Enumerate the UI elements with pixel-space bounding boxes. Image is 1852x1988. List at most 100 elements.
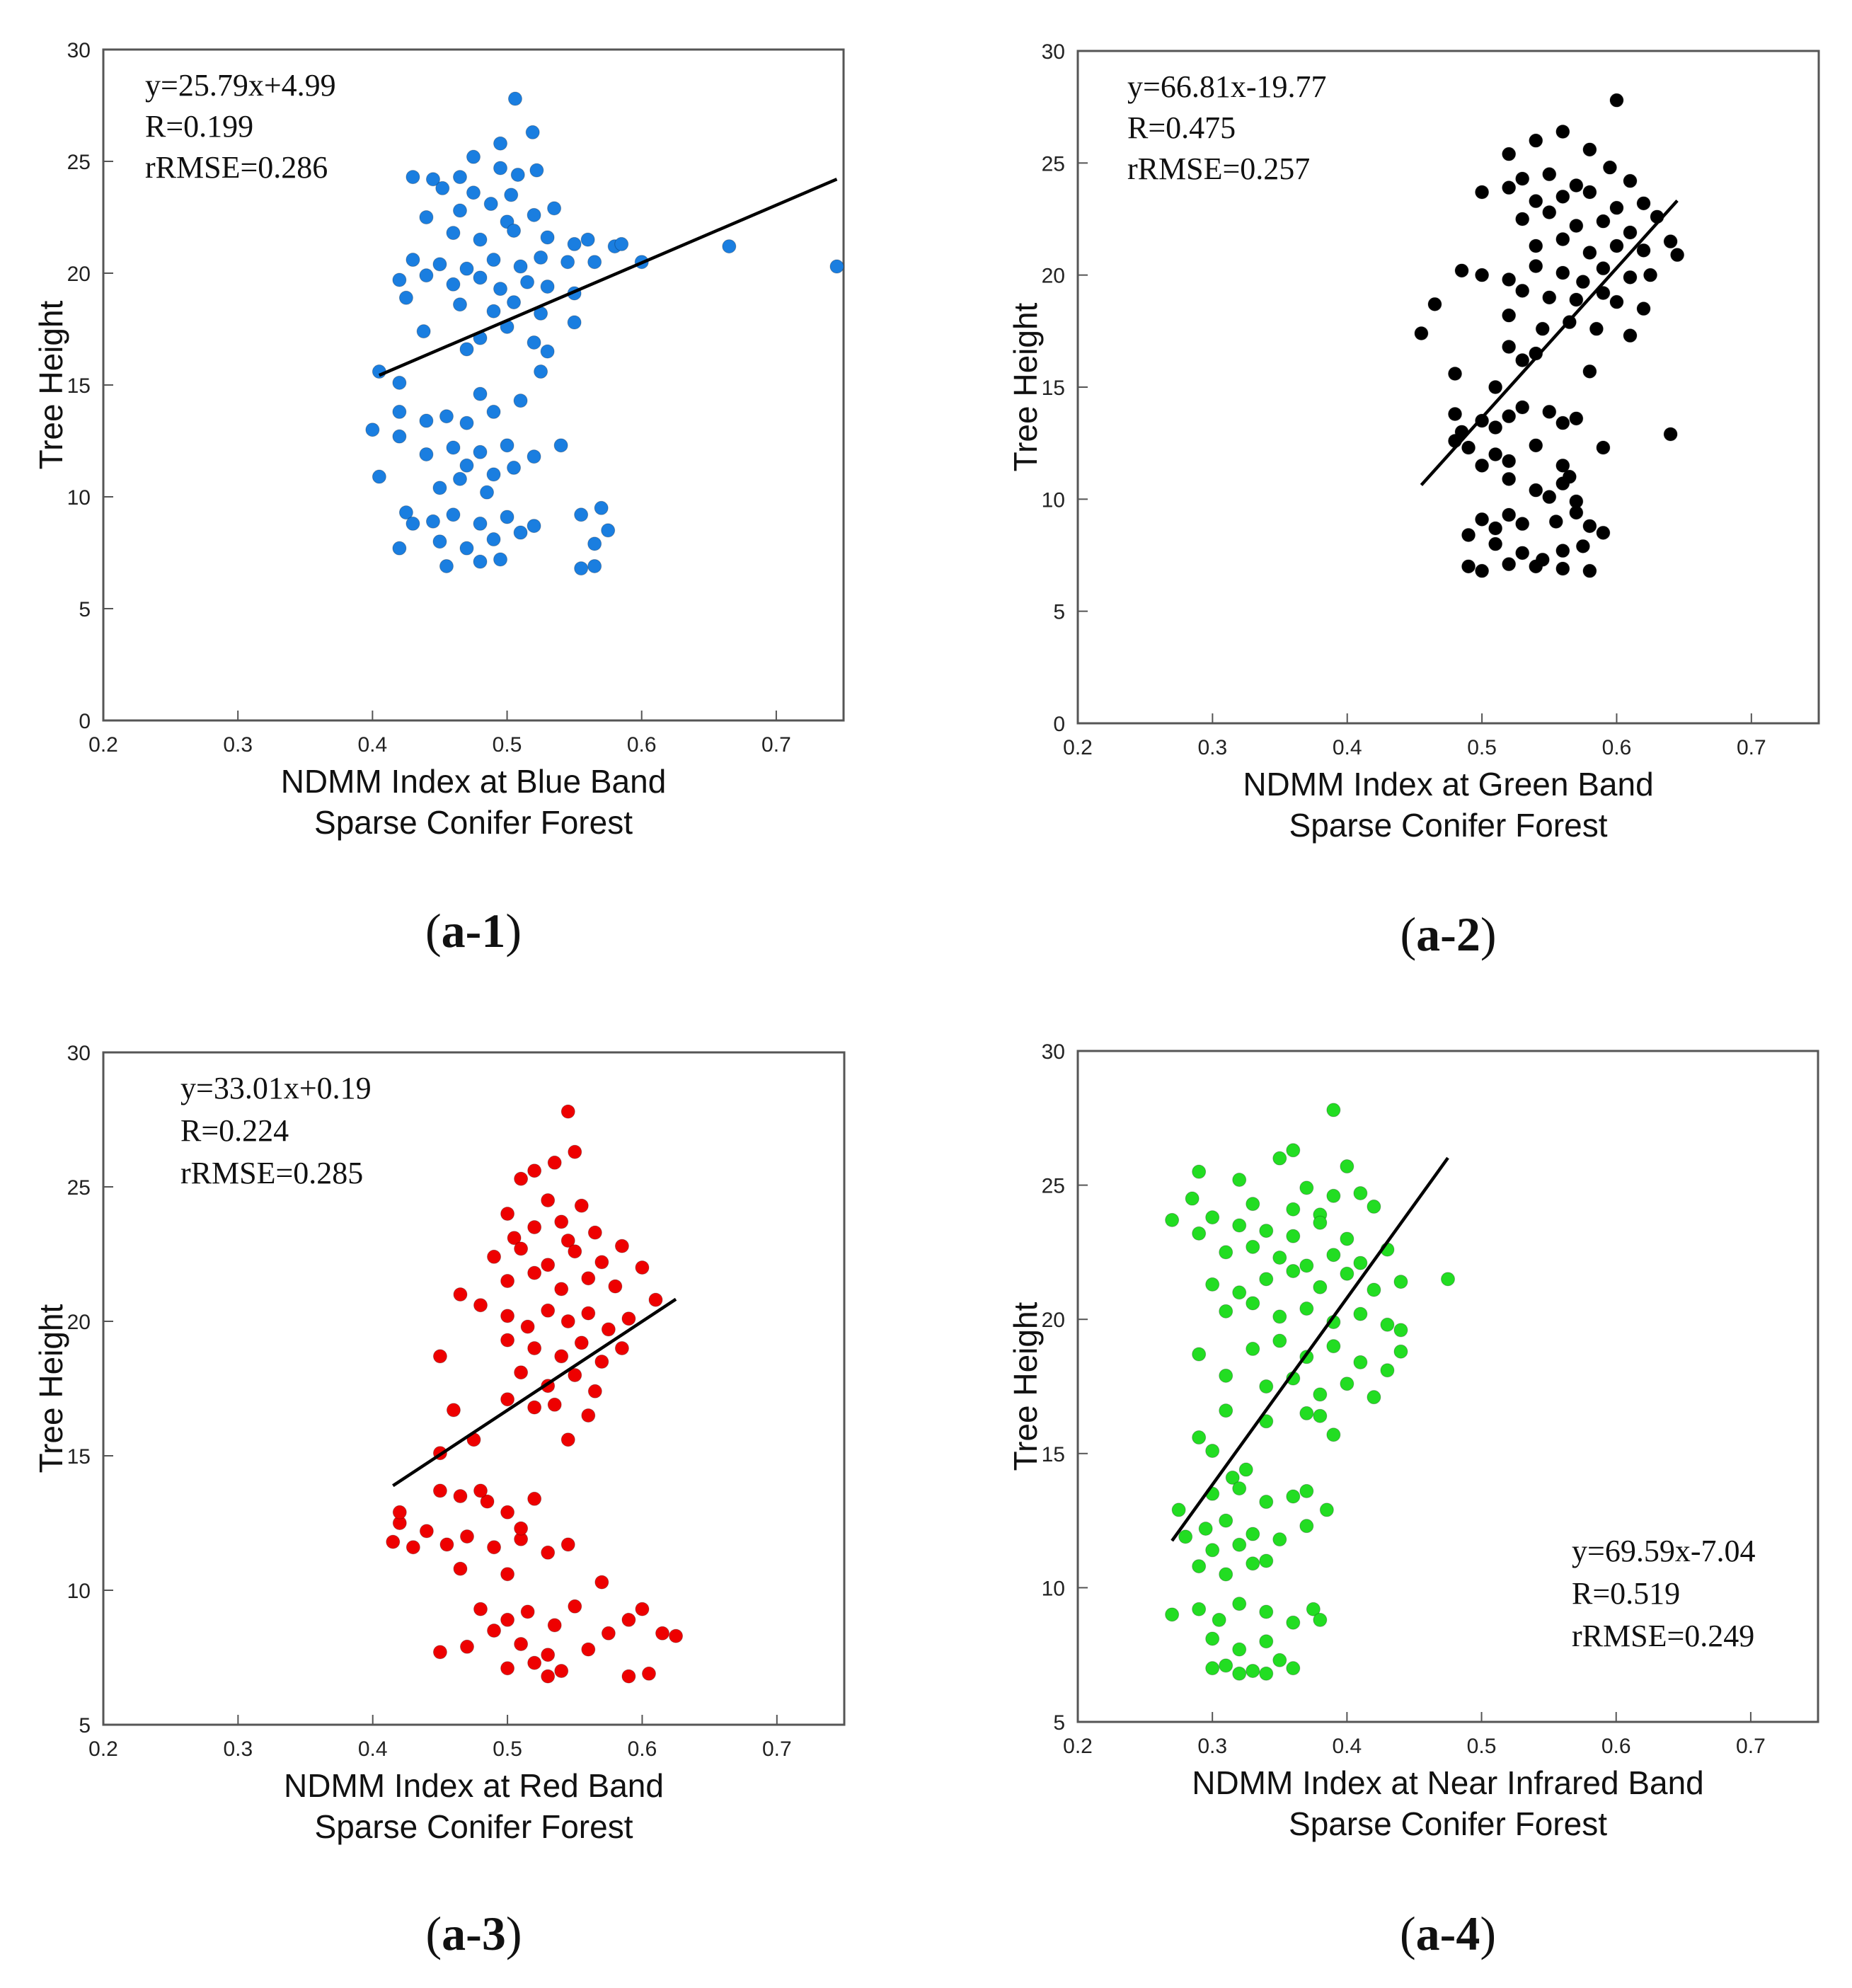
data-point xyxy=(510,167,525,182)
y-axis-label: Tree Height xyxy=(1007,302,1044,471)
regression-annotation: y=25.79x+4.99 xyxy=(145,68,336,103)
data-point xyxy=(514,1171,529,1186)
data-point xyxy=(669,1628,684,1643)
x-tick-label: 0.3 xyxy=(1197,1735,1227,1758)
x-axis-sublabel: Sparse Conifer Forest xyxy=(1289,1805,1607,1842)
data-point xyxy=(1192,1602,1207,1616)
y-tick-label: 30 xyxy=(67,1042,91,1065)
data-point xyxy=(459,458,474,473)
data-point xyxy=(1502,308,1517,323)
data-point xyxy=(621,1612,636,1627)
data-point xyxy=(540,344,555,359)
data-point xyxy=(580,232,595,247)
data-point xyxy=(1663,427,1678,442)
data-point xyxy=(432,1349,447,1364)
data-point xyxy=(452,297,467,312)
data-point xyxy=(500,1207,515,1221)
data-point xyxy=(1502,454,1517,469)
regression-annotation: rRMSE=0.249 xyxy=(1572,1619,1754,1653)
data-point xyxy=(1569,219,1584,233)
data-point xyxy=(507,223,522,238)
data-point xyxy=(1165,1212,1180,1227)
data-point xyxy=(1232,1173,1247,1188)
data-point xyxy=(1555,544,1570,558)
data-point xyxy=(1529,239,1543,253)
data-point xyxy=(601,1322,616,1337)
y-tick-label: 20 xyxy=(67,1311,91,1334)
data-point xyxy=(514,1241,529,1256)
data-point xyxy=(419,210,434,224)
data-point xyxy=(1609,294,1624,309)
data-point xyxy=(1515,517,1530,532)
data-point xyxy=(1515,283,1530,298)
data-point xyxy=(594,1255,609,1270)
data-point xyxy=(547,1618,562,1633)
data-point xyxy=(1272,1309,1287,1324)
data-point xyxy=(520,1604,535,1619)
data-point xyxy=(1326,1248,1341,1263)
data-point xyxy=(1313,1387,1328,1402)
data-point xyxy=(493,161,508,176)
data-point xyxy=(1596,440,1611,455)
data-point xyxy=(581,1408,596,1423)
data-point xyxy=(514,1521,529,1536)
data-point xyxy=(540,230,555,245)
data-point xyxy=(500,1274,515,1288)
regression-line xyxy=(378,178,838,377)
regression-annotation: rRMSE=0.285 xyxy=(180,1156,363,1190)
data-point xyxy=(1246,1341,1260,1356)
data-point xyxy=(487,1249,502,1264)
data-point xyxy=(459,1639,474,1654)
data-point xyxy=(1232,1666,1247,1681)
y-tick-label: 25 xyxy=(1042,1175,1065,1198)
y-axis-label: Tree Height xyxy=(1007,1302,1044,1471)
data-point xyxy=(1488,521,1503,536)
data-point xyxy=(406,170,420,185)
data-point xyxy=(1542,290,1557,305)
regression-annotation: R=0.475 xyxy=(1127,110,1236,145)
data-point xyxy=(1602,160,1617,175)
data-point xyxy=(504,188,519,202)
data-point xyxy=(1670,248,1685,263)
data-point xyxy=(1515,353,1530,367)
data-point xyxy=(432,1483,447,1498)
data-point xyxy=(527,1164,542,1178)
data-point xyxy=(567,236,582,251)
data-point xyxy=(1502,340,1517,354)
data-point xyxy=(432,534,447,549)
data-point xyxy=(527,1655,542,1670)
y-tick-label: 20 xyxy=(1042,1309,1065,1332)
data-point xyxy=(1286,1143,1301,1158)
y-tick-label: 0 xyxy=(79,710,91,733)
data-point xyxy=(1542,404,1557,419)
y-tick-label: 5 xyxy=(1053,601,1065,624)
data-point xyxy=(1529,194,1543,209)
data-point xyxy=(1246,1556,1260,1571)
data-point xyxy=(493,282,508,297)
data-point xyxy=(560,1537,575,1552)
data-point xyxy=(560,1104,575,1119)
data-point xyxy=(1380,1317,1395,1332)
data-point xyxy=(655,1626,670,1641)
data-point xyxy=(1286,1489,1301,1504)
panel-a-2: 0.2 0.3 0.4 0.5 0.6 0.7 0 5 10 15 20 25 30 NDMM Index… xyxy=(1007,40,1820,961)
data-point xyxy=(493,136,508,151)
data-point xyxy=(1529,559,1543,574)
data-point xyxy=(473,444,488,459)
data-point xyxy=(500,1567,515,1582)
data-point xyxy=(487,1540,502,1555)
x-tick-label: 0.5 xyxy=(1467,1735,1497,1758)
data-point xyxy=(486,404,501,419)
data-point xyxy=(406,253,420,268)
data-point xyxy=(1461,440,1476,455)
data-point xyxy=(534,364,548,379)
data-point xyxy=(1259,1379,1274,1394)
regression-line xyxy=(1171,1156,1449,1542)
data-point xyxy=(1502,409,1517,424)
data-point xyxy=(601,523,616,538)
data-point xyxy=(1299,1483,1314,1498)
data-point xyxy=(1299,1406,1314,1420)
data-point xyxy=(1313,1408,1328,1423)
data-point xyxy=(594,1355,609,1369)
x-tick-label: 0.5 xyxy=(1467,736,1497,759)
